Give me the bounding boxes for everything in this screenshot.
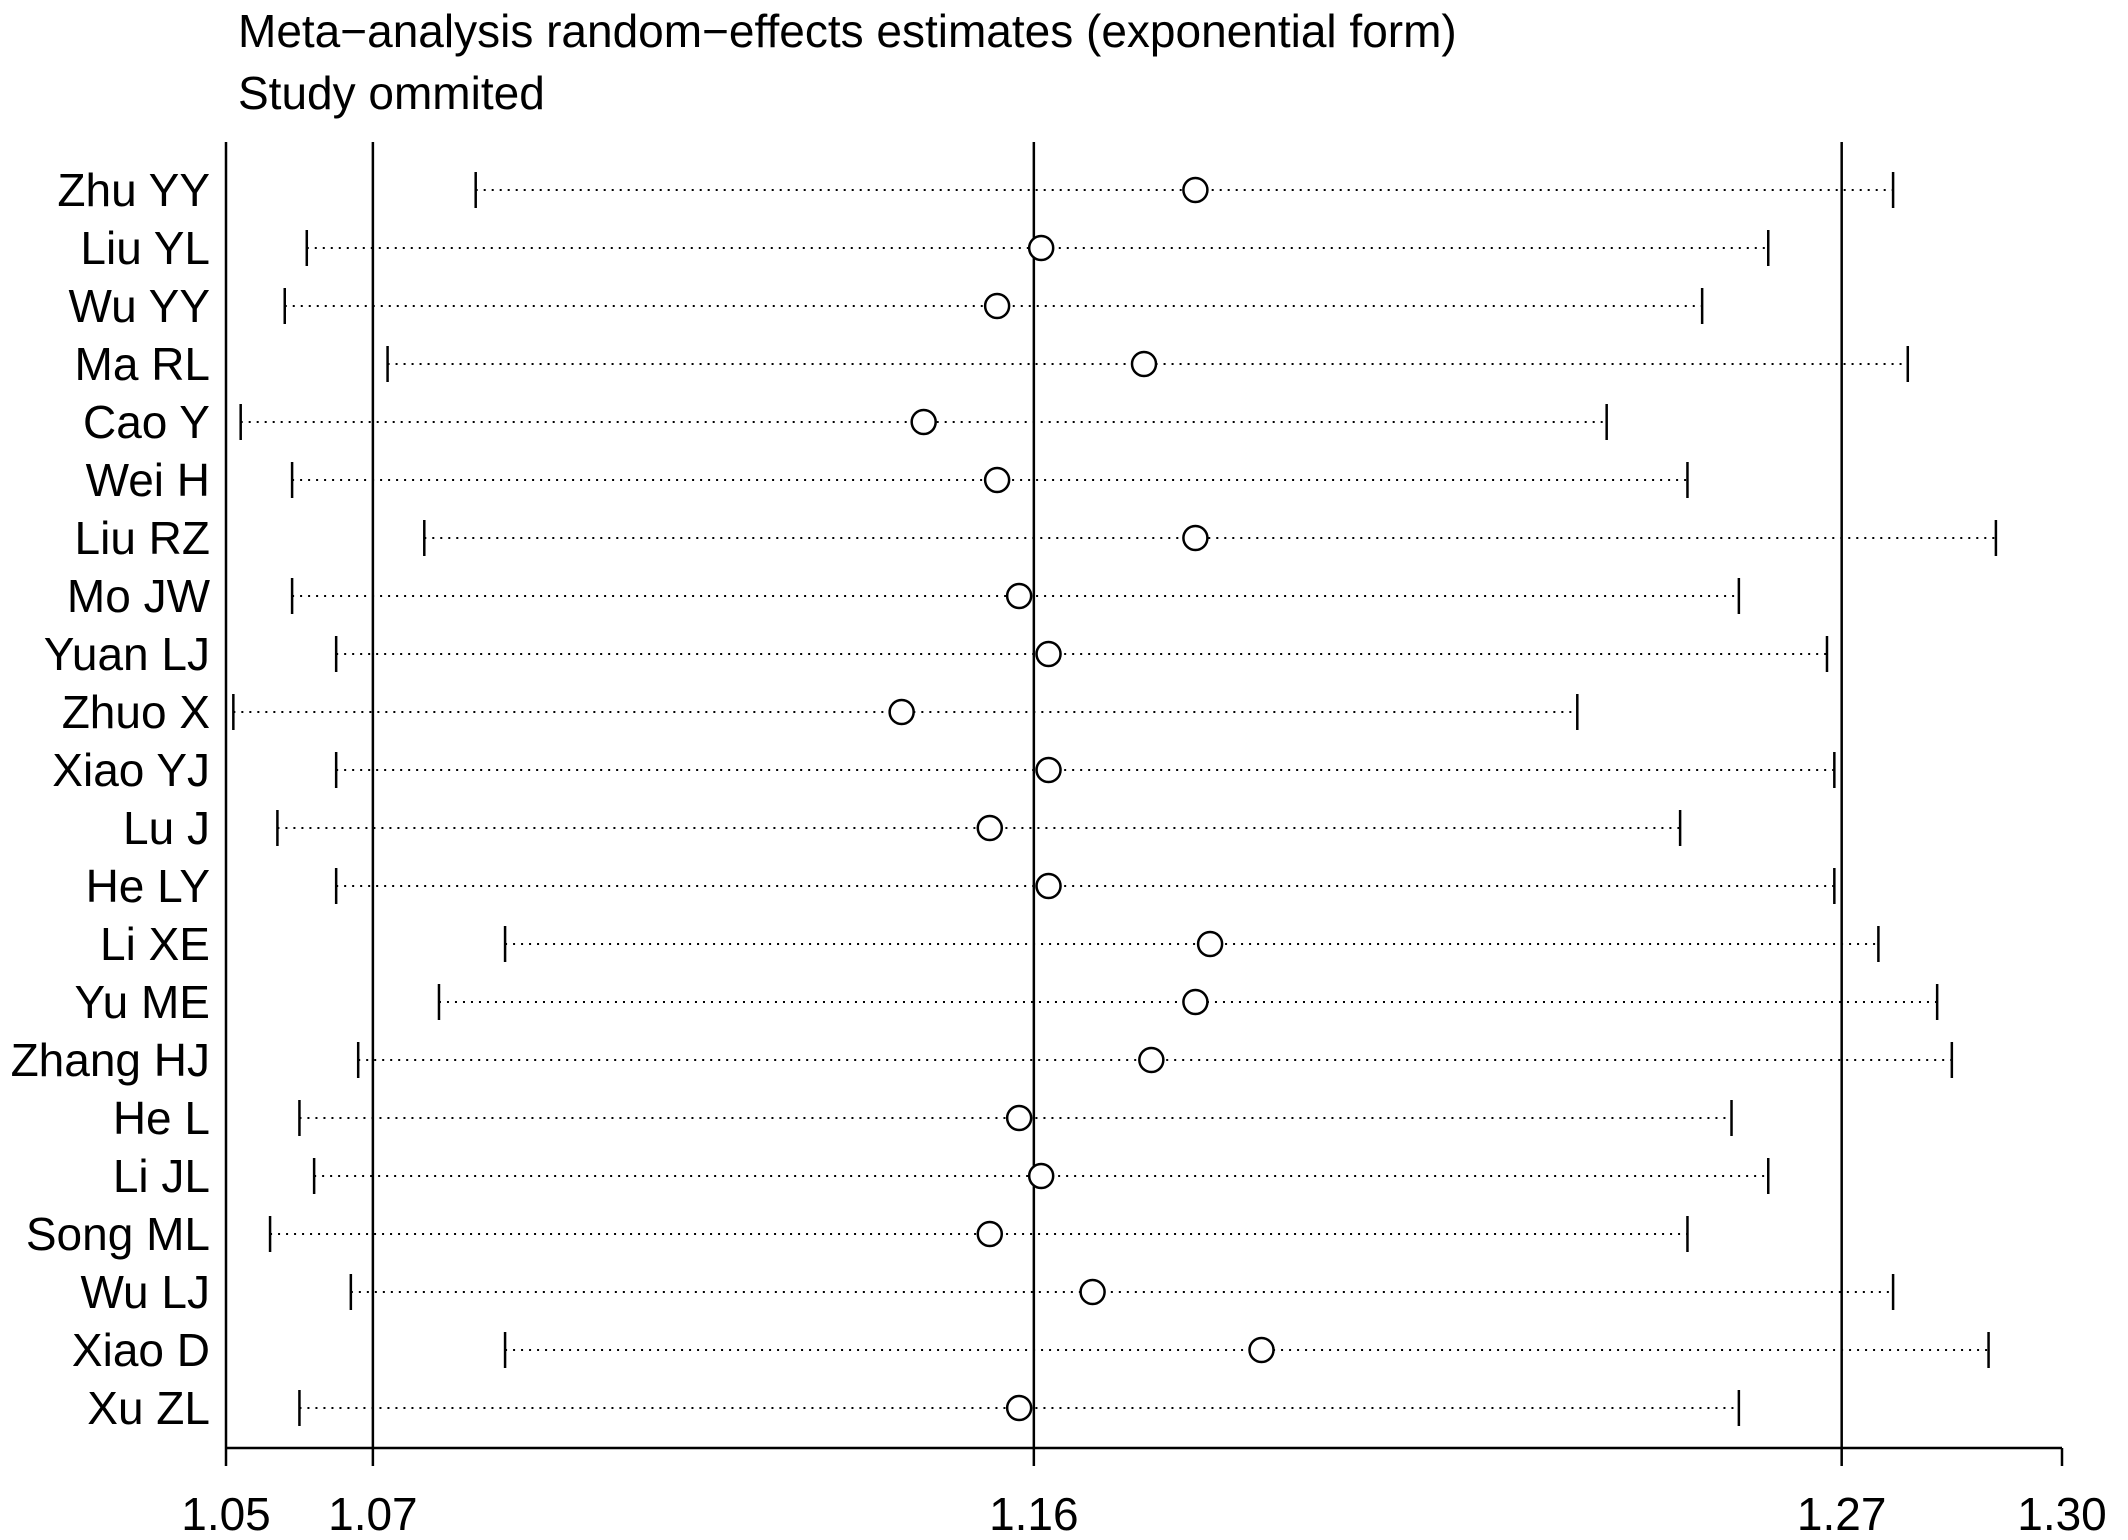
study-label: Mo JW	[67, 570, 211, 622]
x-tick-label: 1.07	[328, 1488, 418, 1540]
study-row: He L	[113, 1092, 1733, 1144]
study-label: Li JL	[113, 1150, 210, 1202]
estimate-marker	[1182, 176, 1209, 204]
x-tick-label: 1.30	[2017, 1488, 2107, 1540]
estimate-marker	[1035, 756, 1062, 784]
study-label: Wu YY	[69, 280, 210, 332]
study-row: Zhang HJ	[11, 1034, 1954, 1086]
reference-lines	[371, 142, 1843, 1448]
study-row: Wu LJ	[80, 1266, 1895, 1318]
estimate-marker	[1005, 1394, 1033, 1422]
study-row: Yuan LJ	[44, 628, 1829, 680]
estimate-marker	[910, 408, 937, 436]
study-label: Ma RL	[75, 338, 210, 390]
study-label: Cao Y	[83, 396, 210, 448]
estimate-marker	[1027, 234, 1055, 262]
x-tick-label: 1.27	[1797, 1488, 1887, 1540]
study-label: Xu ZL	[87, 1382, 210, 1434]
study-label: Wei H	[86, 454, 210, 506]
estimate-marker	[1027, 1162, 1055, 1190]
estimate-marker	[1035, 640, 1062, 668]
estimate-marker	[1182, 524, 1209, 552]
study-label: Li XE	[100, 918, 210, 970]
study-label: Zhuo X	[62, 686, 210, 738]
study-label: Liu RZ	[75, 512, 210, 564]
study-label: Yu ME	[74, 976, 210, 1028]
study-row: Xiao YJ	[52, 744, 1836, 796]
estimate-marker	[1079, 1278, 1106, 1306]
estimate-marker	[1248, 1336, 1275, 1364]
study-label: Zhang HJ	[11, 1034, 210, 1086]
study-row: Li JL	[113, 1150, 1770, 1202]
study-label: Zhu YY	[57, 164, 210, 216]
study-row: He LY	[86, 860, 1836, 912]
study-row: Song ML	[26, 1208, 1689, 1260]
estimate-marker	[1130, 350, 1158, 378]
x-tick-label: 1.05	[181, 1488, 271, 1540]
study-label: Liu YL	[80, 222, 210, 274]
study-row: Liu YL	[80, 222, 1770, 274]
estimate-marker	[1005, 1104, 1033, 1132]
estimate-marker	[976, 814, 1004, 842]
study-row: Li XE	[100, 918, 1880, 970]
x-tick-label: 1.16	[989, 1488, 1079, 1540]
study-row: Liu RZ	[75, 512, 1998, 564]
study-row: Xiao D	[72, 1324, 1990, 1376]
chart-title: Meta−analysis random−effects estimates (…	[238, 5, 1457, 57]
study-row: Wu YY	[69, 280, 1704, 332]
estimate-marker	[1138, 1046, 1165, 1074]
study-row: Zhuo X	[62, 686, 1579, 738]
chart-subtitle: Study ommited	[238, 67, 545, 119]
study-row: Xu ZL	[87, 1382, 1741, 1434]
x-axis: 1.05 1.07 1.16 1.27 1.30	[181, 142, 2107, 1540]
study-row: Lu J	[123, 802, 1682, 854]
study-label: Xiao D	[72, 1324, 210, 1376]
study-row: Yu ME	[74, 976, 1939, 1028]
study-label: Yuan LJ	[44, 628, 210, 680]
estimate-marker	[983, 292, 1011, 320]
study-label: Xiao YJ	[52, 744, 210, 796]
estimate-marker	[976, 1220, 1004, 1248]
study-label: Wu LJ	[80, 1266, 210, 1318]
study-rows: Zhu YY Liu YL Wu YY Ma RL Cao Y Wei H Liu RZ Mo…	[11, 164, 1998, 1434]
estimate-marker	[983, 466, 1011, 494]
estimate-marker	[1035, 872, 1062, 900]
study-row: Ma RL	[75, 338, 1910, 390]
study-row: Zhu YY	[57, 164, 1895, 216]
estimate-marker	[888, 698, 915, 726]
study-row: Cao Y	[83, 396, 1608, 448]
study-row: Wei H	[86, 454, 1689, 506]
estimate-marker	[1182, 988, 1209, 1016]
study-label: He L	[113, 1092, 210, 1144]
study-label: He LY	[86, 860, 210, 912]
study-row: Mo JW	[67, 570, 1741, 622]
estimate-marker	[1196, 930, 1224, 958]
study-label: Song ML	[26, 1208, 210, 1260]
study-label: Lu J	[123, 802, 210, 854]
estimate-marker	[1005, 582, 1033, 610]
